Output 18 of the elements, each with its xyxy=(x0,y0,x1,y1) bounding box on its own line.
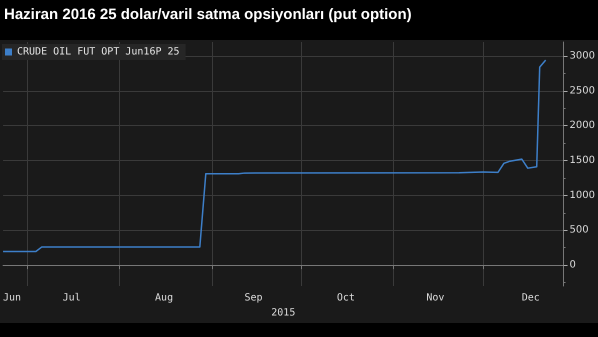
x-tick-label: Jul xyxy=(62,292,81,304)
y-tick-label: 2000 xyxy=(570,120,596,132)
y-tick-label: 1500 xyxy=(570,155,596,166)
legend-label: CRUDE OIL FUT OPT Jun16P 25 xyxy=(17,46,180,58)
y-tick-label: 500 xyxy=(570,224,589,236)
x-tick-label: Sep xyxy=(244,292,263,304)
y-tick-label: 2500 xyxy=(570,85,596,96)
y-tick-label: 3000 xyxy=(570,50,596,62)
y-tick-label: 1000 xyxy=(570,190,596,201)
x-tick-label: Oct xyxy=(336,292,355,304)
x-axis-title: 2015 xyxy=(271,308,296,318)
x-tick-label: Dec xyxy=(522,292,540,304)
x-tick-label: Nov xyxy=(426,292,444,304)
line-series xyxy=(2,59,546,252)
x-tick-label: Jun xyxy=(2,292,22,304)
chart-title: Haziran 2016 25 dolar/varil satma opsiyonları (put option) xyxy=(4,6,412,23)
y-tick-label: 0 xyxy=(570,260,576,271)
x-tick-label: Aug xyxy=(155,292,174,304)
